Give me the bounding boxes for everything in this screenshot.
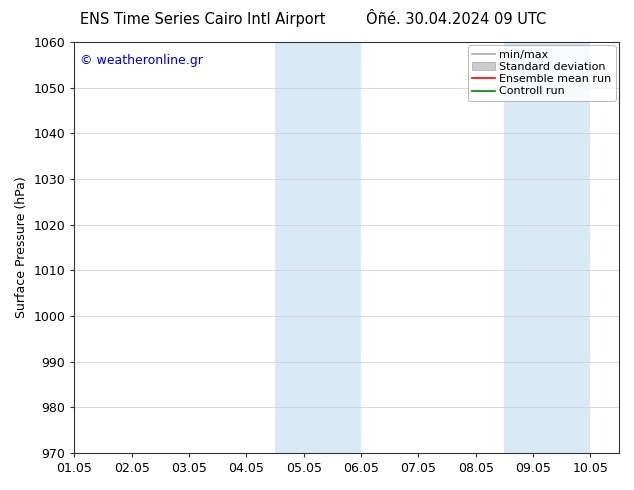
Legend: min/max, Standard deviation, Ensemble mean run, Controll run: min/max, Standard deviation, Ensemble me… [468, 46, 616, 101]
Bar [275, 42, 361, 453]
Y-axis label: Surface Pressure (hPa): Surface Pressure (hPa) [15, 176, 28, 318]
Text: ENS Time Series Cairo Intl Airport: ENS Time Series Cairo Intl Airport [80, 12, 326, 27]
Text: © weatheronline.gr: © weatheronline.gr [80, 54, 203, 68]
Bar [505, 42, 590, 453]
Text: Ôñé. 30.04.2024 09 UTC: Ôñé. 30.04.2024 09 UTC [366, 12, 547, 27]
